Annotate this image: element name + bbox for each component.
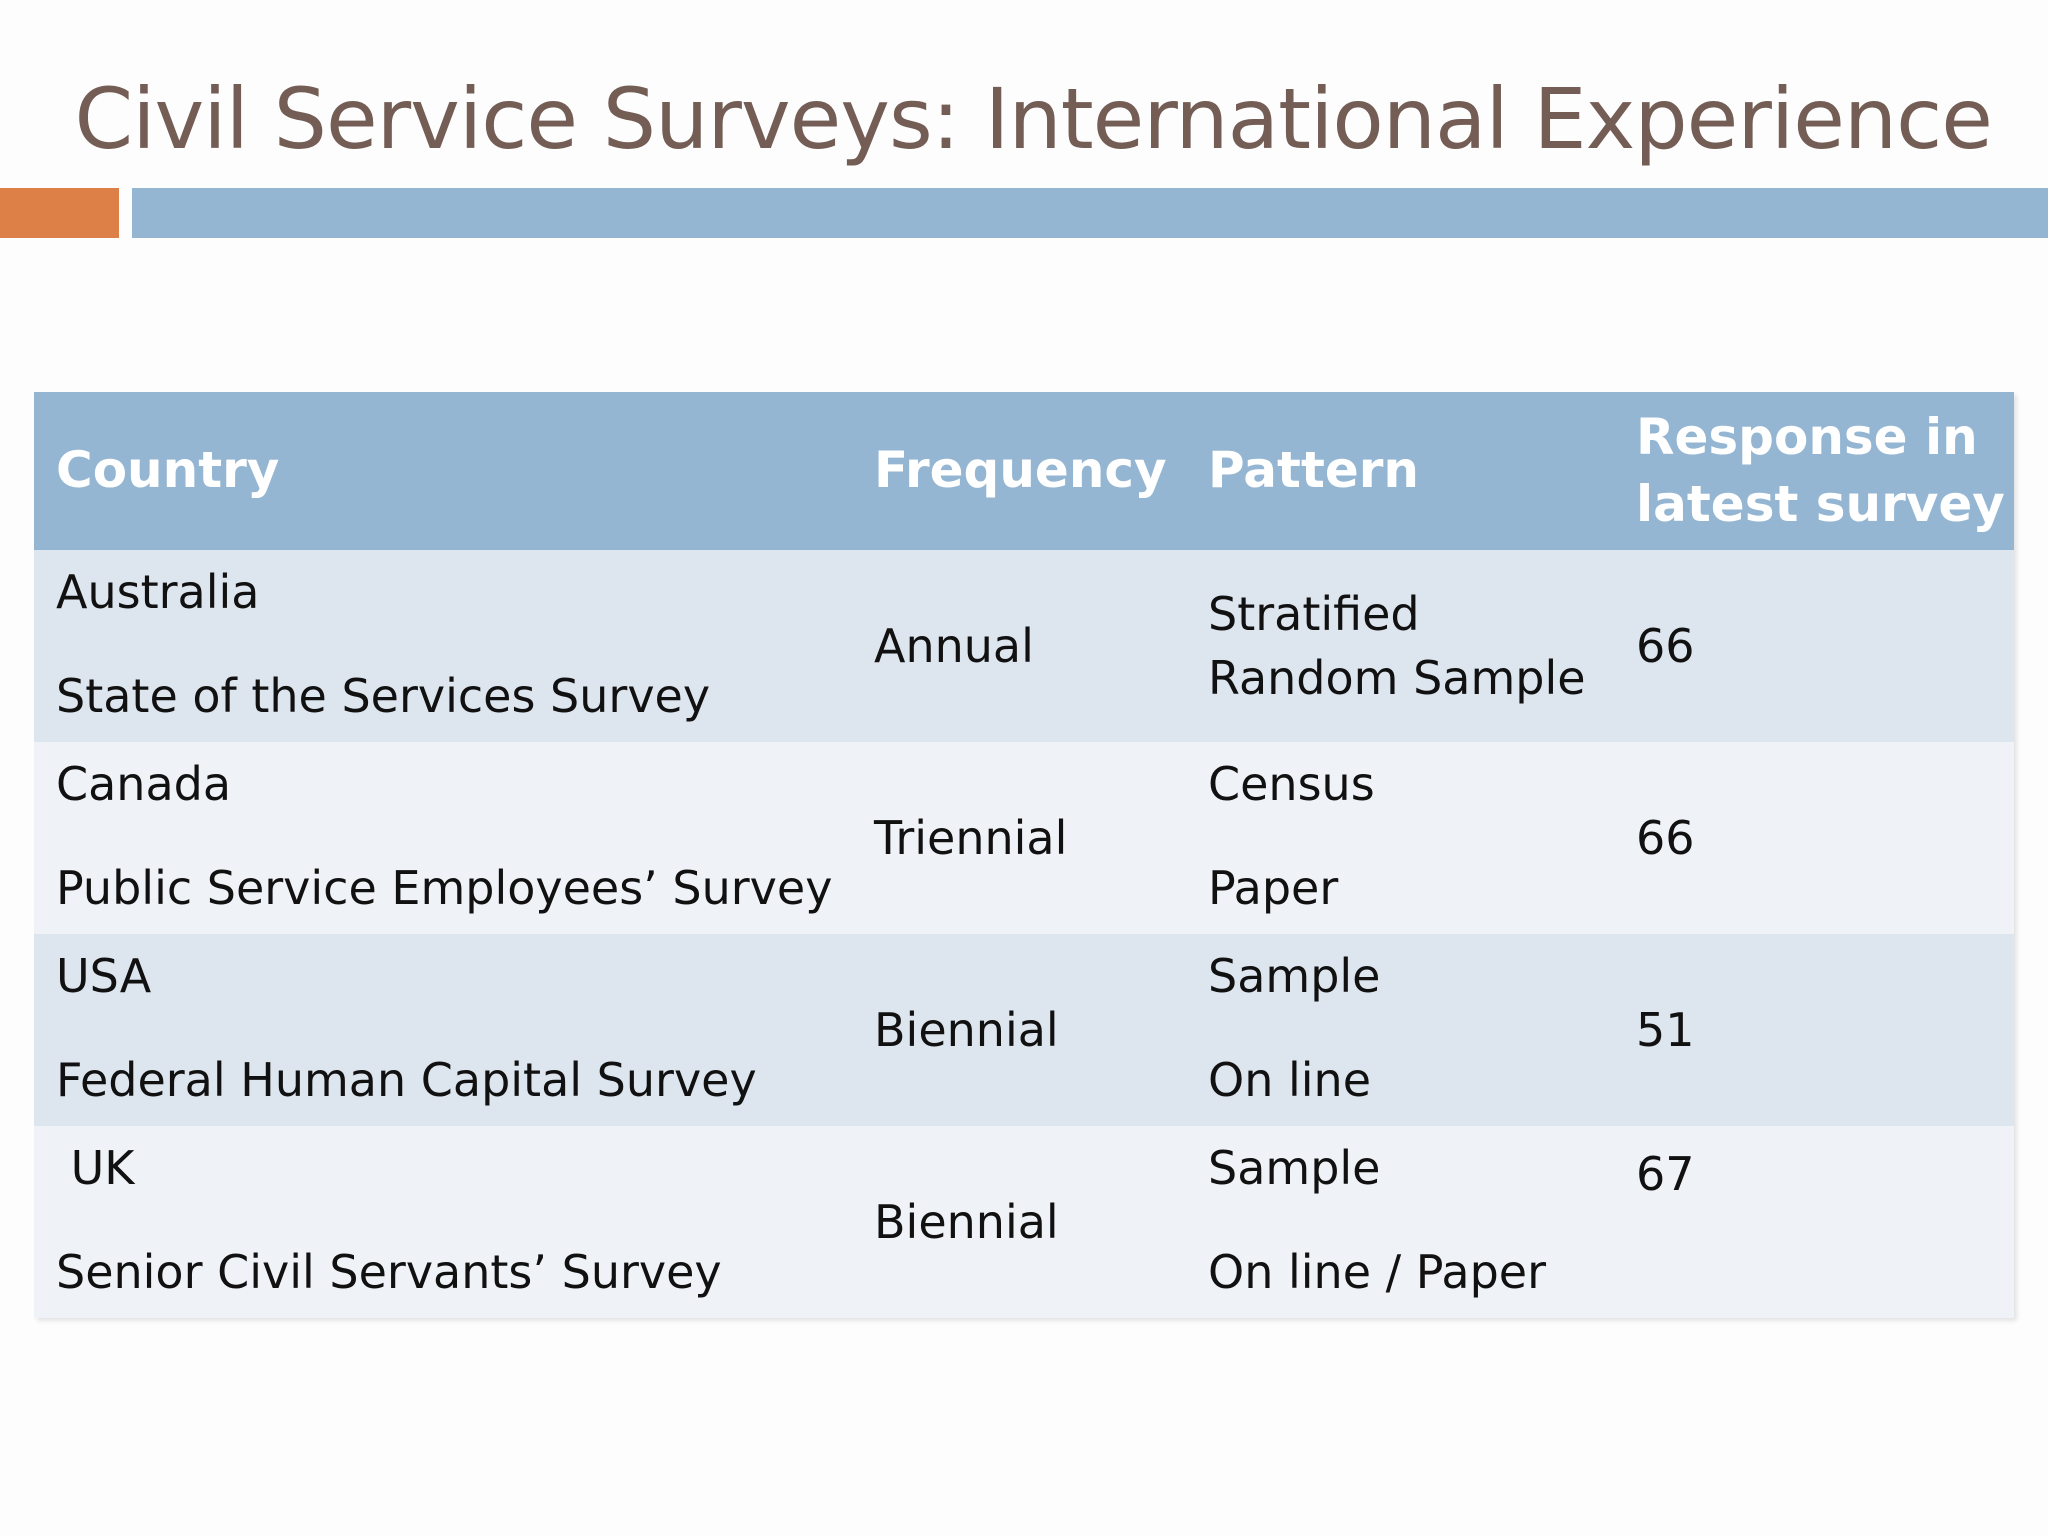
header-country: Country [56,441,280,500]
response-cell: 66 [1636,810,1695,865]
country-cell: USA Federal Human Capital Survey [34,934,860,1126]
table-header-row: Country Frequency Pattern Response in la… [34,392,2014,550]
table-row: UK Senior Civil Servants’ Survey Biennia… [34,1126,2014,1318]
frequency-cell: Triennial [874,810,1068,865]
country-name: Australia [56,565,260,619]
country-name: USA [56,949,152,1003]
survey-name: State of the Services Survey [56,668,711,723]
pattern-cell: Stratified Random Sample [1208,586,1586,705]
table-row: Australia State of the Services Survey A… [34,550,2014,742]
header-frequency: Frequency [874,441,1167,500]
accent-bar [0,188,119,238]
response-cell: 66 [1636,618,1695,673]
frequency-cell: Biennial [874,1194,1059,1249]
country-cell: Canada Public Service Employees’ Survey [34,742,860,934]
table-row: USA Federal Human Capital Survey Biennia… [34,934,2014,1126]
response-cell: 67 [1636,1147,1695,1201]
country-name: Canada [56,757,232,811]
frequency-cell: Annual [874,618,1034,673]
response-cell: 51 [1636,1002,1695,1057]
pattern-cell: Sample On line / Paper [1208,1141,1547,1299]
country-name: UK [56,1141,135,1195]
pattern-cell: Census Paper [1208,757,1375,915]
header-response: Response in latest survey [1636,407,2005,534]
country-cell: Australia State of the Services Survey [34,550,860,742]
survey-table: Country Frequency Pattern Response in la… [34,392,2014,1318]
title-underline-bar [132,188,2048,238]
table-row: Canada Public Service Employees’ Survey … [34,742,2014,934]
country-cell: UK Senior Civil Servants’ Survey [34,1126,860,1318]
survey-name: Public Service Employees’ Survey [56,860,833,915]
slide-title: Civil Service Surveys: International Exp… [74,70,1993,168]
survey-name: Federal Human Capital Survey [56,1052,757,1107]
frequency-cell: Biennial [874,1002,1059,1057]
pattern-cell: Sample On line [1208,949,1381,1107]
survey-name: Senior Civil Servants’ Survey [56,1244,722,1299]
header-pattern: Pattern [1208,441,1420,500]
